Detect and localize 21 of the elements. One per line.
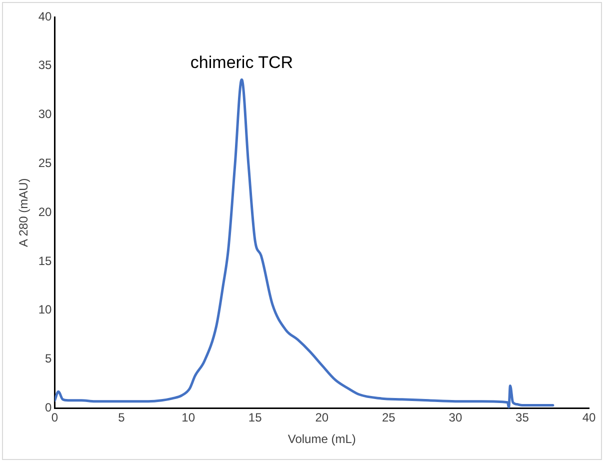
y-axis-title: A 280 (mAU): [16, 178, 31, 247]
x-axis-title: Volume (mL): [288, 432, 356, 446]
line-series: [54, 78, 554, 408]
y-tick-label: 35: [38, 58, 52, 72]
y-tick-label: 25: [38, 156, 52, 170]
y-tick-label: 40: [38, 9, 52, 24]
x-tick-label: 5: [118, 410, 126, 425]
y-tick-label: 30: [38, 107, 52, 122]
y-tick-label: 20: [38, 204, 52, 219]
y-tick-label: 10: [38, 302, 52, 317]
y-tick-label: 0: [45, 400, 52, 415]
x-tick-label: 30: [448, 410, 462, 425]
x-tick-label: 35: [516, 410, 530, 425]
x-tick-label: 20: [315, 410, 329, 425]
x-tick-label: 10: [182, 410, 196, 425]
y-tick-label: 5: [45, 352, 52, 366]
annotation: chimeric TCR: [190, 52, 294, 72]
x-tick-label: 25: [382, 410, 396, 425]
y-tick-label: 15: [38, 254, 52, 268]
x-tick-label: 15: [248, 410, 262, 425]
x-tick-label: 40: [582, 410, 596, 425]
